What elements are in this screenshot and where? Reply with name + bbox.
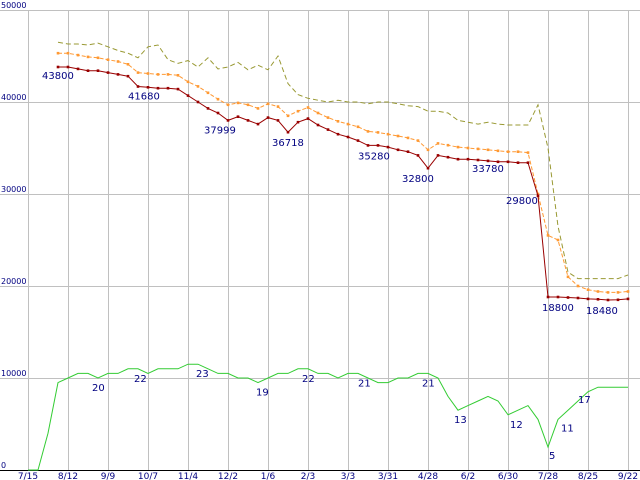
store-count-label: 17 [578,395,591,406]
store-count-label: 13 [454,415,467,426]
price-label: 32800 [402,174,434,185]
x-tick-label: 3/3 [341,472,355,480]
grid-lines [0,10,640,470]
x-tick-label: 7/28 [538,472,558,480]
store-count-labels: 20 22 23 19 22 21 21 13 12 11 5 17 [92,369,591,462]
store-count-line [28,363,628,471]
y-tick-label: 20000 [1,277,26,286]
store-count-label: 21 [422,378,435,389]
store-count-label: 22 [302,374,315,385]
x-tick-label: 6/30 [498,472,518,480]
y-tick-label: 40000 [1,93,26,102]
x-tick-label: 10/7 [138,472,158,480]
x-tick-label: 8/25 [578,472,598,480]
y-axis-labels: 0 10000 20000 30000 40000 50000 [1,1,26,470]
x-tick-label: 3/31 [378,472,398,480]
average-price-line [58,52,629,293]
x-tick-label: 7/15 [18,472,38,480]
store-count-label: 12 [510,420,523,431]
store-count-label: 19 [256,388,269,399]
y-tick-label: 0 [1,461,6,470]
x-tick-label: 9/22 [618,472,638,480]
price-label: 18800 [542,303,574,314]
lowest-price-line [58,66,629,301]
x-tick-label: 11/4 [178,472,198,480]
x-tick-label: 4/28 [418,472,438,480]
x-tick-label: 9/9 [101,472,116,480]
store-count-label: 20 [92,383,105,394]
store-count-label: 22 [134,374,147,385]
y-tick-label: 50000 [1,1,26,10]
x-tick-label: 1/6 [261,472,276,480]
store-count-label: 21 [358,378,371,389]
price-label: 18480 [586,306,618,317]
price-labels: 43800 41680 37999 36718 35280 32800 33780 29800… [42,71,618,317]
store-count-label: 5 [549,451,555,462]
price-label: 35280 [358,151,390,162]
y-tick-label: 10000 [1,369,26,378]
lowest-price-markers [56,65,630,302]
x-tick-label: 6/2 [461,472,475,480]
price-label: 33780 [472,164,504,175]
y-tick-label: 30000 [1,185,26,194]
x-tick-label: 8/12 [58,472,78,480]
x-tick-label: 2/3 [301,472,315,480]
x-tick-label: 12/2 [218,472,238,480]
price-label: 36718 [272,138,304,149]
average-price-markers [56,51,630,294]
x-axis-labels: 7/15 8/12 9/9 10/7 11/4 12/2 1/6 2/3 3/3 3/31 4/28… [18,472,638,480]
price-label: 41680 [128,92,160,103]
price-label: 29800 [506,196,538,207]
store-count-label: 23 [196,369,209,380]
price-label: 43800 [42,71,74,82]
price-label: 37999 [204,125,236,136]
store-count-label: 11 [561,423,574,434]
